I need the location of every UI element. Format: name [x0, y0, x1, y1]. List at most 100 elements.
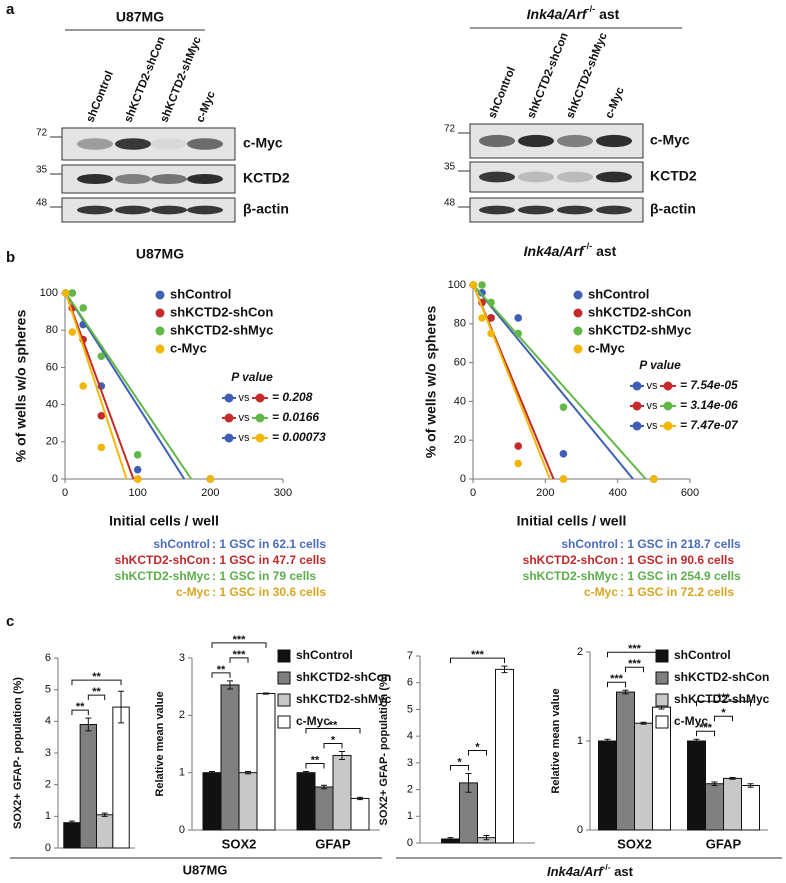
data-point	[478, 288, 486, 297]
y-tick-label: 0	[407, 837, 413, 849]
p-pair-dot	[663, 381, 673, 391]
gsc-text: : 1 GSC in 218.7 cells	[620, 537, 741, 551]
gsc-name: shControl	[561, 537, 618, 551]
y-tick-label: 1	[45, 810, 51, 822]
legend-swatch	[277, 715, 291, 729]
p-vs: vs	[647, 420, 659, 432]
lane-label: shKCTD2-shCon	[525, 31, 570, 120]
bar	[256, 693, 276, 831]
p-pair-dot	[224, 393, 234, 403]
x-axis-label: Initial cells / well	[517, 513, 627, 529]
significance-bracket	[305, 727, 361, 734]
error-bar	[604, 738, 611, 744]
y-tick-label: 0	[577, 824, 583, 836]
significance-label: ***	[471, 649, 485, 661]
bar	[495, 668, 514, 844]
blot-band	[115, 138, 151, 150]
data-point	[514, 459, 523, 468]
panel-label: a	[6, 1, 15, 18]
bar	[63, 822, 81, 849]
bar	[96, 814, 114, 849]
significance-label: **	[76, 701, 85, 713]
significance-bracket	[696, 700, 751, 707]
blot-band	[187, 138, 223, 150]
fit-line	[64, 292, 128, 480]
p-pair-dot	[663, 421, 673, 431]
title-italic: Ink4a/Arf	[524, 243, 585, 259]
x-tick-label: GFAP	[315, 836, 351, 851]
y-axis-label: SOX2+ GFAP- population (%)	[378, 673, 390, 825]
y-tick-label: 6	[407, 677, 413, 689]
band-label: c-Myc	[243, 135, 283, 151]
legend-marker	[155, 308, 165, 318]
bar	[79, 724, 97, 849]
error-bar	[447, 837, 454, 841]
p-pair-dot	[632, 401, 642, 411]
y-tick-label: 0	[52, 473, 58, 485]
legend-label: shKCTD2-shCon	[296, 670, 391, 684]
title: Ink4a/Arf-/- ast	[527, 4, 620, 21]
x-axis-label: Initial cells / well	[109, 513, 219, 529]
significance-label: **	[92, 686, 101, 698]
legend-marker	[155, 290, 165, 300]
p-pair-dot	[224, 413, 234, 423]
data-point	[514, 314, 523, 322]
error-bar	[303, 771, 309, 775]
marker-label: 48	[444, 198, 456, 209]
legend-marker	[573, 290, 583, 300]
error-bar	[321, 784, 327, 790]
gsc-name: shKCTD2-shCon	[115, 553, 210, 567]
data-point	[68, 328, 77, 336]
significance-bracket	[71, 679, 122, 686]
gsc-name: shControl	[153, 537, 210, 551]
error-bar	[263, 692, 269, 695]
legend-swatch	[655, 693, 669, 707]
y-tick-label: 60	[46, 361, 58, 373]
bar	[220, 684, 240, 831]
bar	[687, 740, 706, 831]
x-tick-label: 200	[201, 487, 219, 499]
lane-label: shControl	[486, 65, 517, 120]
p-value: = 0.00073	[272, 430, 326, 444]
y-tick-label: 5	[407, 703, 413, 715]
y-tick-label: 0	[460, 473, 466, 485]
x-tick-label: 0	[62, 487, 68, 499]
band-label: KCTD2	[650, 168, 697, 184]
title-rest: ast	[611, 864, 634, 879]
blot-band	[557, 205, 593, 215]
fit-line	[64, 292, 193, 480]
data-point	[559, 475, 568, 483]
x-tick-label: 600	[681, 487, 699, 499]
error-bar	[68, 820, 75, 825]
data-point	[61, 289, 70, 297]
significance-label: ***	[717, 692, 731, 704]
blot-band	[151, 138, 187, 150]
data-point	[478, 314, 486, 322]
x-tick-label: 100	[128, 487, 146, 499]
band-label: β-actin	[650, 201, 696, 217]
legend-label: c-Myc	[296, 714, 330, 728]
legend-swatch	[277, 671, 291, 685]
legend-label: c-Myc	[674, 714, 708, 728]
significance-bracket	[468, 750, 487, 756]
p-value-title: P value	[639, 358, 681, 372]
gsc-text: : 1 GSC in 62.1 cells	[212, 537, 326, 551]
y-tick-label: 40	[46, 399, 58, 411]
bar	[723, 777, 742, 831]
significance-label: *	[475, 741, 480, 753]
significance-label: ***	[699, 722, 713, 734]
bar	[296, 772, 316, 831]
legend-label: shControl	[296, 648, 353, 662]
y-tick-label: 60	[454, 357, 466, 369]
legend-marker	[573, 326, 583, 336]
legend-label: shControl	[588, 286, 649, 301]
x-tick-label: 200	[536, 487, 554, 499]
p-pair-dot	[632, 381, 642, 391]
significance-bracket	[87, 694, 106, 701]
y-tick-label: 100	[448, 279, 466, 291]
bar	[314, 786, 334, 831]
band-label: β-actin	[243, 201, 289, 217]
significance-bracket	[229, 657, 249, 663]
bar	[332, 754, 352, 831]
